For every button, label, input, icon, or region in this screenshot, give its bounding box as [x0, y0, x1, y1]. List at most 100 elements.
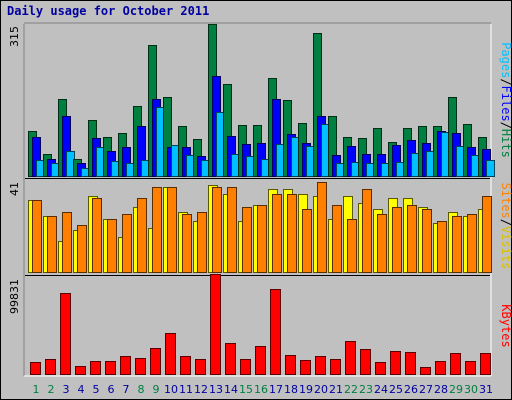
x-tick-label: 25	[389, 383, 403, 396]
x-tick-label: 24	[374, 383, 388, 396]
bar-sites-day-29	[452, 216, 462, 273]
legend-entry: KBytes	[499, 304, 512, 347]
x-tick-label: 1	[33, 383, 40, 396]
chart-title: Daily usage for October 2011	[7, 4, 210, 18]
legend-entry: /	[499, 122, 512, 129]
bar-sites-day-13	[212, 187, 222, 273]
bar-sites-day-27	[422, 209, 432, 273]
bar-kbytes-day-23	[360, 349, 371, 375]
bar-sites-day-12	[197, 212, 207, 273]
x-tick-label: 10	[164, 383, 178, 396]
x-tick-label: 19	[299, 383, 313, 396]
bar-kbytes-day-17	[270, 289, 281, 375]
bar-sites-day-7	[122, 214, 132, 273]
bar-sites-day-26	[407, 205, 417, 273]
x-tick-label: 29	[449, 383, 463, 396]
bar-kbytes-day-29	[450, 353, 461, 375]
panel-legend: Sites/Visits	[499, 183, 512, 270]
bar-kbytes-day-19	[300, 360, 311, 375]
legend-entry: Hits	[499, 129, 512, 158]
bar-sites-day-24	[377, 214, 387, 273]
bar-kbytes-day-13	[210, 274, 221, 375]
x-tick-label: 3	[63, 383, 70, 396]
bar-kbytes-day-28	[435, 361, 446, 375]
x-tick-label: 14	[224, 383, 238, 396]
x-tick-label: 28	[434, 383, 448, 396]
y-max-label: 99831	[8, 279, 21, 314]
bar-sites-day-19	[302, 209, 312, 273]
x-tick-label: 17	[269, 383, 283, 396]
x-tick-label: 23	[359, 383, 373, 396]
bar-kbytes-day-7	[120, 356, 131, 375]
x-tick-label: 16	[254, 383, 268, 396]
panel-legend: KBytes	[499, 304, 512, 347]
bar-kbytes-day-24	[375, 362, 386, 375]
bar-sites-day-23	[362, 189, 372, 273]
bar-kbytes-day-1	[30, 362, 41, 375]
bar-kbytes-day-15	[240, 359, 251, 375]
x-tick-label: 12	[194, 383, 208, 396]
bar-sites-day-21	[332, 205, 342, 273]
bar-kbytes-day-27	[420, 367, 431, 375]
bar-sites-day-28	[437, 221, 447, 273]
bar-sites-day-22	[347, 219, 357, 273]
bar-sites-day-15	[242, 207, 252, 273]
x-tick-label: 7	[123, 383, 130, 396]
bar-sites-day-31	[482, 196, 492, 273]
bar-sites-day-16	[257, 205, 267, 273]
bar-sites-day-1	[32, 200, 42, 273]
y-max-label: 315	[8, 26, 21, 47]
x-tick-label: 8	[138, 383, 145, 396]
x-tick-label: 18	[284, 383, 298, 396]
bar-sites-day-9	[152, 187, 162, 273]
legend-entry: Visits	[499, 226, 512, 269]
bar-kbytes-day-20	[315, 356, 326, 375]
x-tick-label: 20	[314, 383, 328, 396]
bar-kbytes-day-26	[405, 352, 416, 375]
bar-kbytes-day-3	[60, 293, 71, 375]
x-tick-label: 5	[93, 383, 100, 396]
bar-sites-day-5	[92, 198, 102, 273]
legend-entry: /	[499, 78, 512, 85]
y-max-label: 41	[8, 182, 21, 196]
bar-sites-day-25	[392, 207, 402, 273]
legend-entry: Pages	[499, 42, 512, 78]
bar-kbytes-day-2	[45, 359, 56, 375]
bar-sites-day-8	[137, 198, 147, 273]
bar-sites-day-20	[317, 182, 327, 273]
x-tick-label: 11	[179, 383, 193, 396]
bar-kbytes-day-16	[255, 346, 266, 375]
bar-pages-day-31	[486, 160, 495, 177]
bar-sites-day-17	[272, 194, 282, 273]
bar-sites-day-2	[47, 216, 57, 273]
bar-kbytes-day-8	[135, 358, 146, 375]
x-tick-label: 21	[329, 383, 343, 396]
bar-sites-day-6	[107, 219, 117, 273]
bar-kbytes-day-25	[390, 351, 401, 375]
x-tick-label: 26	[404, 383, 418, 396]
x-tick-label: 22	[344, 383, 358, 396]
bar-kbytes-day-4	[75, 366, 86, 375]
bar-kbytes-day-12	[195, 359, 206, 375]
bar-kbytes-day-10	[165, 333, 176, 375]
x-tick-label: 13	[209, 383, 223, 396]
panel-legend: Pages/Files/Hits	[499, 42, 512, 158]
bar-sites-day-11	[182, 214, 192, 273]
bar-sites-day-4	[77, 225, 87, 273]
bar-sites-day-14	[227, 187, 237, 273]
bar-kbytes-day-18	[285, 355, 296, 375]
bar-sites-day-10	[167, 187, 177, 273]
legend-entry: Sites	[499, 183, 512, 219]
x-tick-label: 6	[108, 383, 115, 396]
bar-kbytes-day-11	[180, 356, 191, 375]
bar-kbytes-day-31	[480, 353, 491, 375]
legend-entry: Files	[499, 86, 512, 122]
bar-kbytes-day-21	[330, 359, 341, 375]
x-tick-label: 27	[419, 383, 433, 396]
bar-kbytes-day-9	[150, 348, 161, 375]
legend-entry: /	[499, 219, 512, 226]
bar-sites-day-18	[287, 194, 297, 273]
bar-kbytes-day-5	[90, 361, 101, 375]
x-tick-label: 15	[239, 383, 253, 396]
